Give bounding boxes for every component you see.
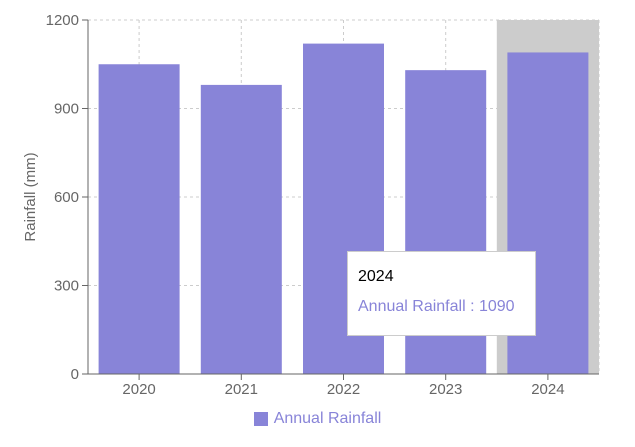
y-axis-title: Rainfall (mm) bbox=[22, 152, 39, 241]
x-tick-label: 2020 bbox=[122, 381, 155, 398]
y-tick-label: 1200 bbox=[46, 12, 79, 29]
x-tick-label: 2023 bbox=[429, 381, 462, 398]
legend-label: Annual Rainfall bbox=[273, 410, 382, 427]
tooltip-label: 2024 bbox=[358, 268, 394, 285]
x-tick-label: 2024 bbox=[531, 381, 564, 398]
y-tick-label: 600 bbox=[54, 189, 79, 206]
y-tick-label: 0 bbox=[71, 366, 79, 383]
bar-2021 bbox=[200, 84, 282, 375]
legend-swatch-icon bbox=[253, 412, 268, 426]
y-tick-label: 300 bbox=[54, 278, 79, 295]
axes bbox=[82, 19, 599, 380]
chart-tooltip: 2024 Annual Rainfall : 1090 bbox=[347, 251, 536, 336]
x-tick-label: 2022 bbox=[327, 381, 360, 398]
bar-2020 bbox=[98, 64, 180, 374]
tooltip-item: Annual Rainfall : 1090 bbox=[358, 298, 515, 315]
tick-labels: 0 300 600 900 1200 2020 2021 2022 2023 2024 bbox=[46, 12, 565, 398]
legend: Annual Rainfall bbox=[0, 410, 635, 431]
y-tick-label: 900 bbox=[54, 101, 79, 118]
x-tick-label: 2021 bbox=[225, 381, 258, 398]
legend-item-annual-rainfall[interactable]: Annual Rainfall bbox=[253, 410, 382, 428]
bar-series bbox=[98, 43, 589, 375]
